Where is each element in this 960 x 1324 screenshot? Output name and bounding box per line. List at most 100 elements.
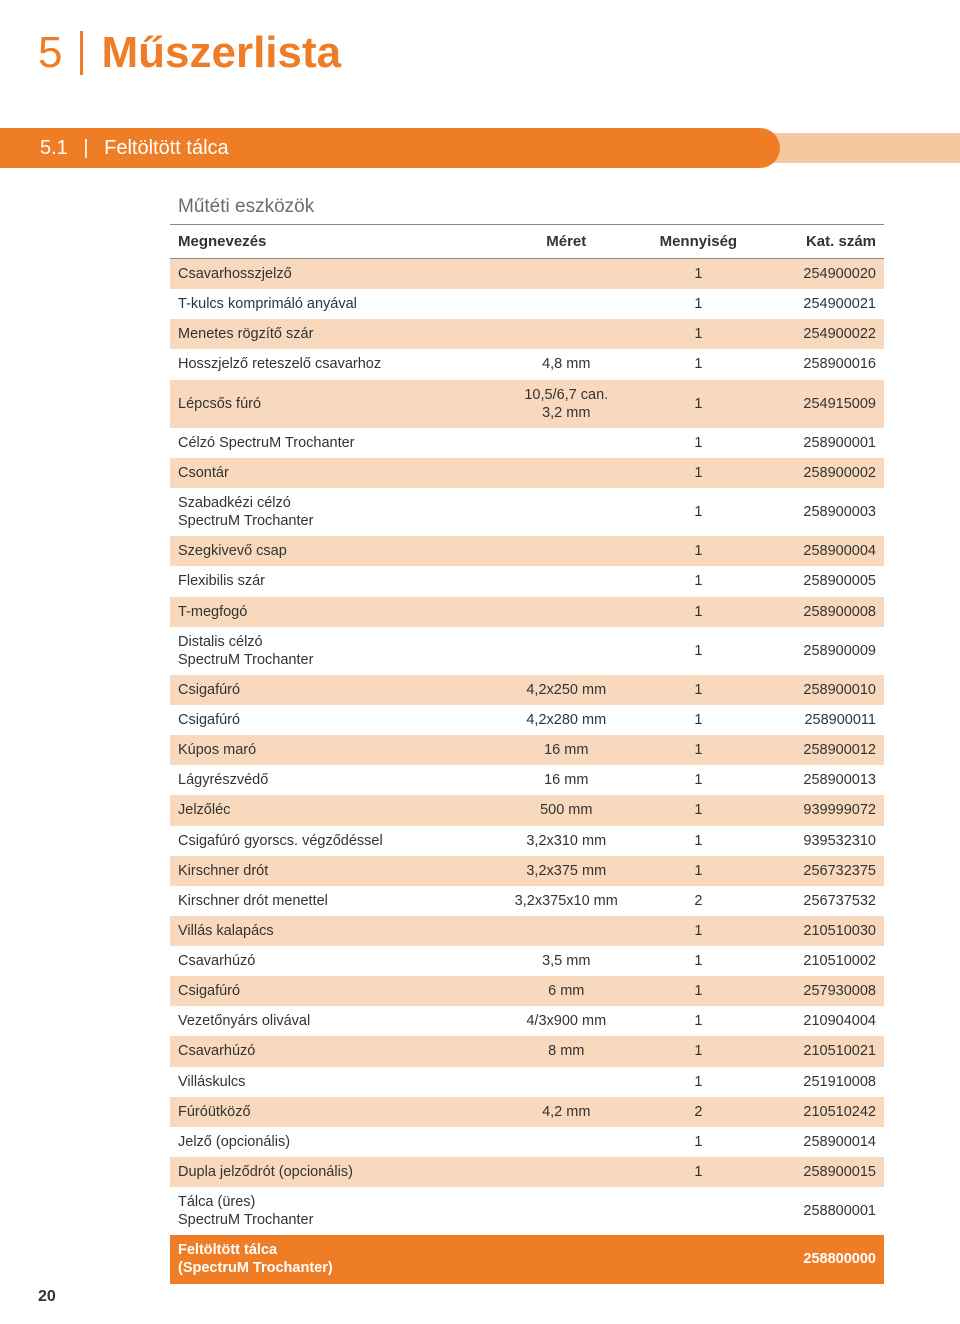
cell-qty: 1 bbox=[641, 488, 755, 536]
cell-cat: 258900014 bbox=[755, 1127, 884, 1157]
cell-cat: 258900016 bbox=[755, 349, 884, 379]
cell-name: Kúpos maró bbox=[170, 735, 491, 765]
cell-cat: 258900004 bbox=[755, 536, 884, 566]
table-row: Fúróütköző4,2 mm2210510242 bbox=[170, 1097, 884, 1127]
cell-cat: 258900001 bbox=[755, 428, 884, 458]
cell-cat: 254900022 bbox=[755, 319, 884, 349]
cell-cat: 258900009 bbox=[755, 627, 884, 675]
cell-qty: 2 bbox=[641, 886, 755, 916]
cell-size bbox=[491, 916, 641, 946]
cell-qty: 1 bbox=[641, 735, 755, 765]
table-row: Kirschner drót menettel3,2x375x10 mm2256… bbox=[170, 886, 884, 916]
cell-cat: 258800000 bbox=[755, 1235, 884, 1283]
table-row: Csavarhúzó3,5 mm1210510002 bbox=[170, 946, 884, 976]
cell-name: Csigafúró gyorscs. végződéssel bbox=[170, 826, 491, 856]
table-caption: Műtéti eszközök bbox=[170, 196, 884, 224]
table-row: Feltöltött tálca (SpectruM Trochanter)25… bbox=[170, 1235, 884, 1283]
cell-size bbox=[491, 1067, 641, 1097]
cell-cat: 254900021 bbox=[755, 289, 884, 319]
cell-qty: 1 bbox=[641, 597, 755, 627]
cell-size: 16 mm bbox=[491, 765, 641, 795]
table-row: Lépcsős fúró10,5/6,7 can. 3,2 mm12549150… bbox=[170, 380, 884, 428]
table-row: Csontár1258900002 bbox=[170, 458, 884, 488]
section-label: 5.1 | Feltöltött tálca bbox=[0, 137, 229, 160]
chapter-number: 5 bbox=[38, 28, 62, 78]
table-row: Kúpos maró16 mm1258900012 bbox=[170, 735, 884, 765]
table-row: Villáskulcs1251910008 bbox=[170, 1067, 884, 1097]
table-row: Dupla jelződrót (opcionális) 1258900015 bbox=[170, 1157, 884, 1187]
cell-size: 4,2x280 mm bbox=[491, 705, 641, 735]
cell-size: 4/3x900 mm bbox=[491, 1006, 641, 1036]
cell-name: Dupla jelződrót (opcionális) bbox=[170, 1157, 491, 1187]
table-body: Csavarhosszjelző1254900020T-kulcs kompri… bbox=[170, 259, 884, 1284]
cell-cat: 210510242 bbox=[755, 1097, 884, 1127]
cell-cat: 258900013 bbox=[755, 765, 884, 795]
cell-size bbox=[491, 566, 641, 596]
cell-name: Csigafúró bbox=[170, 675, 491, 705]
table-row: Hosszjelző reteszelő csavarhoz4,8 mm1258… bbox=[170, 349, 884, 379]
cell-qty: 1 bbox=[641, 916, 755, 946]
cell-size bbox=[491, 319, 641, 349]
cell-name: Csigafúró bbox=[170, 705, 491, 735]
cell-cat: 257930008 bbox=[755, 976, 884, 1006]
cell-cat: 256737532 bbox=[755, 886, 884, 916]
cell-size: 10,5/6,7 can. 3,2 mm bbox=[491, 380, 641, 428]
section-band: 5.1 | Feltöltött tálca bbox=[0, 128, 960, 168]
cell-cat: 256732375 bbox=[755, 856, 884, 886]
cell-name: Csavarhúzó bbox=[170, 946, 491, 976]
table-row: Csigafúró4,2x280 mm1258900011 bbox=[170, 705, 884, 735]
cell-size bbox=[491, 458, 641, 488]
cell-size bbox=[491, 289, 641, 319]
cell-cat: 258900012 bbox=[755, 735, 884, 765]
instrument-table: Megnevezés Méret Mennyiség Kat. szám Csa… bbox=[170, 224, 884, 1284]
cell-name: Flexibilis szár bbox=[170, 566, 491, 596]
table-row: Lágyrészvédő16 mm1258900013 bbox=[170, 765, 884, 795]
cell-qty bbox=[641, 1235, 755, 1283]
cell-size bbox=[491, 1187, 641, 1235]
cell-size: 3,2x375 mm bbox=[491, 856, 641, 886]
cell-name: Csigafúró bbox=[170, 976, 491, 1006]
section-separator: | bbox=[73, 137, 98, 159]
cell-qty: 1 bbox=[641, 1157, 755, 1187]
cell-cat: 258900015 bbox=[755, 1157, 884, 1187]
table-row: Tálca (üres) SpectruM Trochanter 25880000… bbox=[170, 1187, 884, 1235]
cell-name: Jelző (opcionális) bbox=[170, 1127, 491, 1157]
table-row: Kirschner drót3,2x375 mm1256732375 bbox=[170, 856, 884, 886]
cell-name: Hosszjelző reteszelő csavarhoz bbox=[170, 349, 491, 379]
cell-cat: 258900003 bbox=[755, 488, 884, 536]
table-row: Csavarhúzó8 mm1210510021 bbox=[170, 1036, 884, 1066]
cell-qty: 1 bbox=[641, 705, 755, 735]
table-row: Villás kalapács 1210510030 bbox=[170, 916, 884, 946]
cell-name: Szegkivevő csap bbox=[170, 536, 491, 566]
cell-qty: 1 bbox=[641, 856, 755, 886]
cell-size: 4,8 mm bbox=[491, 349, 641, 379]
cell-cat: 258900008 bbox=[755, 597, 884, 627]
cell-cat: 258800001 bbox=[755, 1187, 884, 1235]
cell-size bbox=[491, 259, 641, 290]
cell-size: 3,2x310 mm bbox=[491, 826, 641, 856]
cell-cat: 210510030 bbox=[755, 916, 884, 946]
col-name: Megnevezés bbox=[170, 225, 491, 259]
cell-size: 6 mm bbox=[491, 976, 641, 1006]
cell-name: Villás kalapács bbox=[170, 916, 491, 946]
col-qty: Mennyiség bbox=[641, 225, 755, 259]
cell-size bbox=[491, 627, 641, 675]
cell-name: T-megfogó bbox=[170, 597, 491, 627]
cell-name: Fúróütköző bbox=[170, 1097, 491, 1127]
cell-size: 4,2 mm bbox=[491, 1097, 641, 1127]
cell-name: Csontár bbox=[170, 458, 491, 488]
cell-qty: 1 bbox=[641, 536, 755, 566]
cell-qty: 1 bbox=[641, 380, 755, 428]
cell-size: 16 mm bbox=[491, 735, 641, 765]
cell-size bbox=[491, 488, 641, 536]
title-divider bbox=[80, 31, 83, 75]
cell-name: Csavarhosszjelző bbox=[170, 259, 491, 290]
cell-size: 500 mm bbox=[491, 795, 641, 825]
cell-name: Tálca (üres) SpectruM Trochanter bbox=[170, 1187, 491, 1235]
cell-name: Lépcsős fúró bbox=[170, 380, 491, 428]
cell-qty: 2 bbox=[641, 1097, 755, 1127]
cell-qty: 1 bbox=[641, 765, 755, 795]
cell-qty: 1 bbox=[641, 826, 755, 856]
cell-name: Menetes rögzítő szár bbox=[170, 319, 491, 349]
cell-size bbox=[491, 1127, 641, 1157]
